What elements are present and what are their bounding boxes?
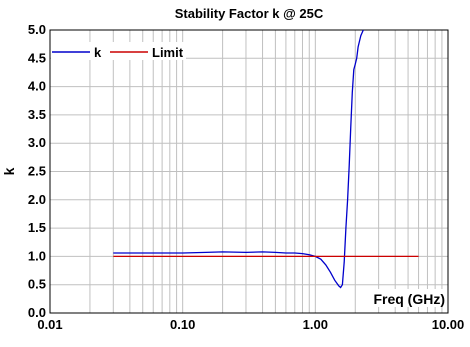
y-tick-label: 4.0	[28, 79, 46, 94]
y-tick-label: 1.0	[28, 248, 46, 263]
chart-title: Stability Factor k @ 25C	[175, 6, 324, 21]
x-axis-label: Freq (GHz)	[373, 291, 445, 307]
y-tick-label: 3.5	[28, 107, 46, 122]
y-tick-label: 1.5	[28, 220, 46, 235]
y-axis-ticks: 0.0 0.5 1.0 1.5 2.0 2.5 3.0 3.5 4.0 4.5 5.0	[28, 22, 46, 320]
legend-background	[51, 42, 186, 60]
y-tick-label: 0.5	[28, 277, 46, 292]
y-axis-label: k	[1, 167, 17, 175]
y-tick-label: 0.0	[28, 305, 46, 320]
legend-label-limit: Limit	[152, 45, 184, 60]
x-tick-label: 1.00	[303, 317, 328, 332]
grid	[50, 30, 448, 313]
x-axis-ticks: 0.01 0.10 1.00 10.00	[37, 317, 464, 332]
plot-frame	[49, 29, 449, 314]
series-layer	[113, 29, 419, 289]
x-axis-label-background	[364, 289, 446, 307]
y-tick-label: 5.0	[28, 22, 46, 37]
legend: k Limit	[51, 42, 186, 60]
x-tick-label: 10.00	[432, 317, 465, 332]
y-tick-label: 2.0	[28, 192, 46, 207]
legend-label-k: k	[94, 45, 102, 60]
y-tick-label: 3.0	[28, 135, 46, 150]
x-tick-label: 0.10	[170, 317, 195, 332]
x-tick-label: 0.01	[37, 317, 62, 332]
y-tick-label: 2.5	[28, 164, 46, 179]
series-line-k	[113, 29, 364, 289]
y-tick-label: 4.5	[28, 50, 46, 65]
